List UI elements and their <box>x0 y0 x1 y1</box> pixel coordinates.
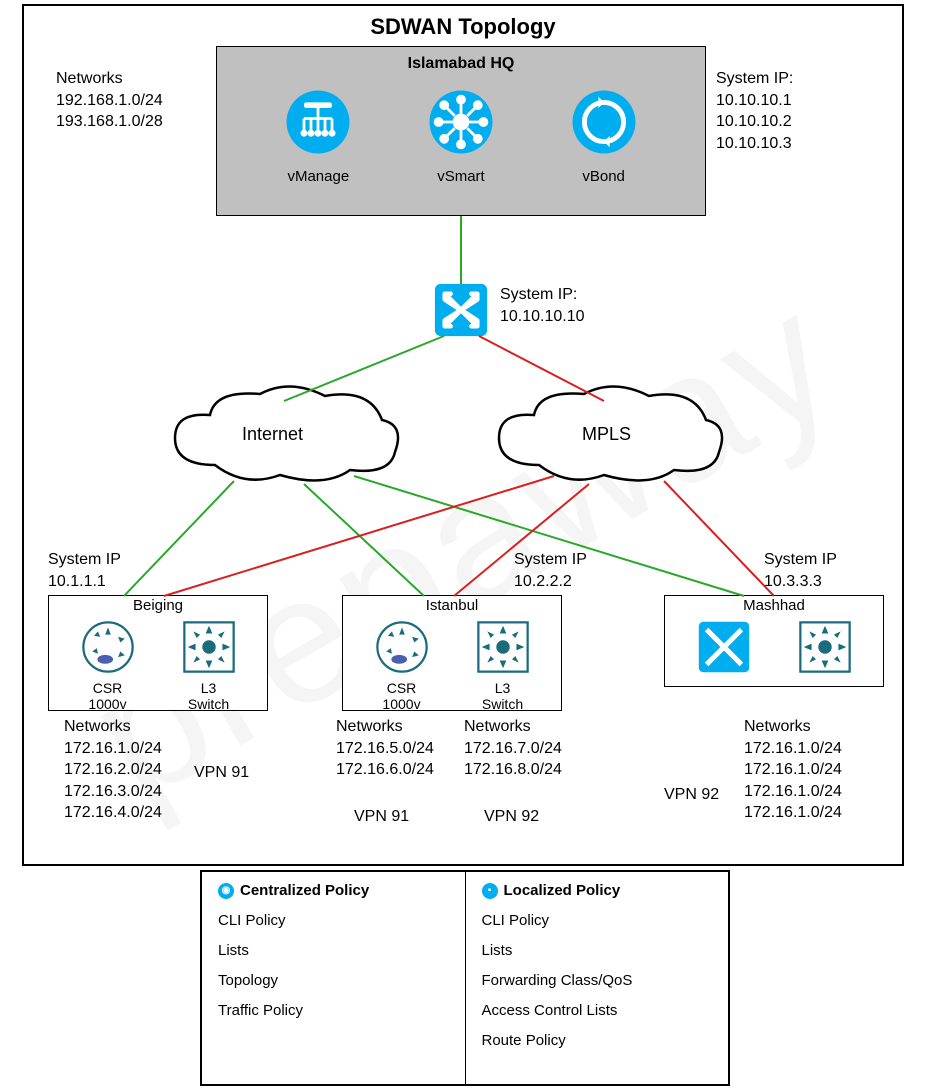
globe-icon: ◉ <box>218 883 234 899</box>
policy-item: Lists <box>482 942 713 959</box>
policy-item: Access Control Lists <box>482 1002 713 1019</box>
localized-policy-col: ▪ Localized Policy CLI Policy Lists Forw… <box>466 872 729 1084</box>
policy-item: CLI Policy <box>218 912 449 929</box>
policy-item: Topology <box>218 972 449 989</box>
doc-icon: ▪ <box>482 883 498 899</box>
policy-item: Lists <box>218 942 449 959</box>
policy-box: ◉ Centralized Policy CLI Policy Lists To… <box>200 870 730 1086</box>
policy-item: CLI Policy <box>482 912 713 929</box>
topology-box: SDWAN Topology Islamabad HQ vManage vSma… <box>22 4 904 866</box>
connection-lines <box>24 6 906 868</box>
policy-item: Route Policy <box>482 1032 713 1049</box>
localized-policy-header: ▪ Localized Policy <box>482 882 713 899</box>
centralized-policy-col: ◉ Centralized Policy CLI Policy Lists To… <box>202 872 466 1084</box>
policy-item: Forwarding Class/QoS <box>482 972 713 989</box>
centralized-policy-header: ◉ Centralized Policy <box>218 882 449 899</box>
policy-item: Traffic Policy <box>218 1002 449 1019</box>
